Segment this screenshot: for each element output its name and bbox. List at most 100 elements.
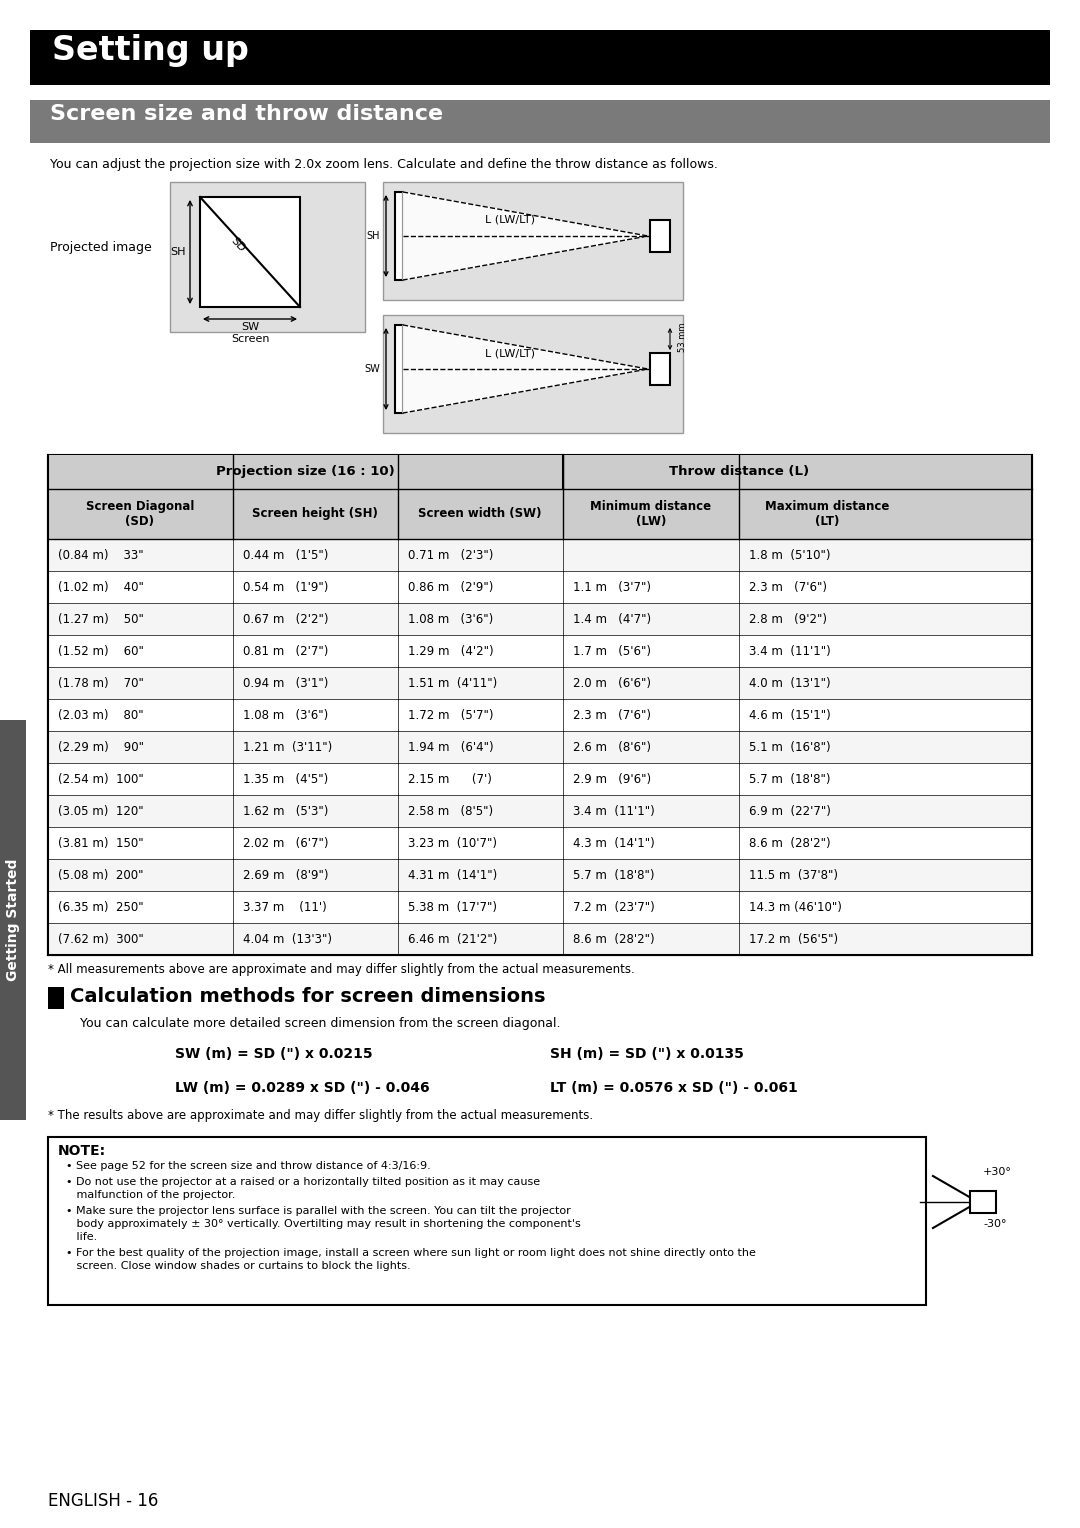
Text: 11.5 m  (37'8"): 11.5 m (37'8") xyxy=(750,868,838,882)
Bar xyxy=(48,604,1032,636)
Text: 1.21 m  (3'11"): 1.21 m (3'11") xyxy=(243,741,333,753)
Bar xyxy=(48,891,1032,923)
Text: screen. Close window shades or curtains to block the lights.: screen. Close window shades or curtains … xyxy=(66,1261,410,1271)
Text: 1.4 m   (4'7"): 1.4 m (4'7") xyxy=(573,613,651,625)
Bar xyxy=(48,1137,926,1305)
Bar xyxy=(650,353,670,385)
Text: body approximately ± 30° vertically. Overtilting may result in shortening the co: body approximately ± 30° vertically. Ove… xyxy=(66,1219,581,1229)
Bar xyxy=(383,182,683,299)
Text: 1.08 m   (3'6"): 1.08 m (3'6") xyxy=(408,613,494,625)
Text: 0.54 m   (1'9"): 0.54 m (1'9") xyxy=(243,581,328,593)
Text: (1.27 m)    50": (1.27 m) 50" xyxy=(58,613,144,625)
Text: • Make sure the projector lens surface is parallel with the screen. You can tilt: • Make sure the projector lens surface i… xyxy=(66,1206,570,1216)
Text: (2.54 m)  100": (2.54 m) 100" xyxy=(58,773,144,785)
Bar xyxy=(170,182,365,332)
Bar xyxy=(200,197,300,307)
Text: Setting up: Setting up xyxy=(52,34,248,67)
Text: Getting Started: Getting Started xyxy=(6,859,21,981)
Text: 4.6 m  (15'1"): 4.6 m (15'1") xyxy=(750,709,831,721)
Text: SW: SW xyxy=(241,322,259,332)
Text: 53 mm: 53 mm xyxy=(678,322,687,351)
Text: 0.67 m   (2'2"): 0.67 m (2'2") xyxy=(243,613,328,625)
Text: 0.71 m   (2'3"): 0.71 m (2'3") xyxy=(408,549,494,561)
Text: (6.35 m)  250": (6.35 m) 250" xyxy=(58,900,144,914)
Text: 1.7 m   (5'6"): 1.7 m (5'6") xyxy=(573,645,651,657)
Text: 0.81 m   (2'7"): 0.81 m (2'7") xyxy=(243,645,328,657)
Text: Screen width (SW): Screen width (SW) xyxy=(418,507,542,521)
Text: 1.8 m  (5'10"): 1.8 m (5'10") xyxy=(750,549,831,561)
Bar xyxy=(48,987,64,1008)
Text: • Do not use the projector at a raised or a horizontally tilted position as it m: • Do not use the projector at a raised o… xyxy=(66,1177,540,1187)
Text: 4.0 m  (13'1"): 4.0 m (13'1") xyxy=(750,677,831,689)
Polygon shape xyxy=(403,325,648,413)
Text: Throw distance (L): Throw distance (L) xyxy=(669,466,809,478)
Text: 2.9 m   (9'6"): 2.9 m (9'6") xyxy=(573,773,651,785)
Text: ENGLISH - 16: ENGLISH - 16 xyxy=(48,1491,159,1510)
Bar xyxy=(48,539,1032,571)
Text: 5.7 m  (18'8"): 5.7 m (18'8") xyxy=(750,773,831,785)
Text: 5.7 m  (18'8"): 5.7 m (18'8") xyxy=(573,868,654,882)
Bar xyxy=(48,571,1032,604)
Text: (2.03 m)    80": (2.03 m) 80" xyxy=(58,709,144,721)
Text: (7.62 m)  300": (7.62 m) 300" xyxy=(58,932,144,946)
Bar xyxy=(0,720,26,1120)
Bar xyxy=(48,668,1032,698)
Text: (2.29 m)    90": (2.29 m) 90" xyxy=(58,741,144,753)
Text: 2.69 m   (8'9"): 2.69 m (8'9") xyxy=(243,868,328,882)
Text: NOTE:: NOTE: xyxy=(58,1144,106,1158)
Text: 0.94 m   (3'1"): 0.94 m (3'1") xyxy=(243,677,328,689)
Bar xyxy=(48,859,1032,891)
Text: 14.3 m (46'10"): 14.3 m (46'10") xyxy=(750,900,842,914)
Bar xyxy=(48,730,1032,762)
Polygon shape xyxy=(403,193,648,280)
Text: 5.1 m  (16'8"): 5.1 m (16'8") xyxy=(750,741,831,753)
Text: SH: SH xyxy=(171,248,186,257)
Text: 17.2 m  (56'5"): 17.2 m (56'5") xyxy=(750,932,838,946)
Text: Calculation methods for screen dimensions: Calculation methods for screen dimension… xyxy=(70,987,545,1005)
Text: life.: life. xyxy=(66,1232,97,1242)
Text: Projected image: Projected image xyxy=(50,241,152,255)
Text: You can adjust the projection size with 2.0x zoom lens. Calculate and define the: You can adjust the projection size with … xyxy=(50,157,718,171)
Bar xyxy=(383,315,683,432)
Text: 1.35 m   (4'5"): 1.35 m (4'5") xyxy=(243,773,328,785)
Text: 2.8 m   (9'2"): 2.8 m (9'2") xyxy=(750,613,827,625)
Text: (5.08 m)  200": (5.08 m) 200" xyxy=(58,868,144,882)
Text: 1.62 m   (5'3"): 1.62 m (5'3") xyxy=(243,805,328,817)
Bar xyxy=(48,795,1032,827)
Text: 2.3 m   (7'6"): 2.3 m (7'6") xyxy=(573,709,651,721)
Text: 3.4 m  (11'1"): 3.4 m (11'1") xyxy=(573,805,654,817)
Bar xyxy=(650,220,670,252)
Text: 2.0 m   (6'6"): 2.0 m (6'6") xyxy=(573,677,651,689)
Text: 1.51 m  (4'11"): 1.51 m (4'11") xyxy=(408,677,497,689)
Text: 5.38 m  (17'7"): 5.38 m (17'7") xyxy=(408,900,497,914)
Text: Maximum distance
(LT): Maximum distance (LT) xyxy=(765,500,889,529)
Bar xyxy=(395,193,403,280)
Text: +30°: +30° xyxy=(983,1167,1012,1177)
Text: (1.02 m)    40": (1.02 m) 40" xyxy=(58,581,144,593)
Text: 4.3 m  (14'1"): 4.3 m (14'1") xyxy=(573,836,654,850)
Bar xyxy=(48,698,1032,730)
Bar xyxy=(48,827,1032,859)
Bar xyxy=(395,325,403,413)
Text: 2.3 m   (7'6"): 2.3 m (7'6") xyxy=(750,581,827,593)
Text: (3.81 m)  150": (3.81 m) 150" xyxy=(58,836,144,850)
Text: * The results above are approximate and may differ slightly from the actual meas: * The results above are approximate and … xyxy=(48,1109,593,1122)
Bar xyxy=(48,923,1032,955)
Text: 6.9 m  (22'7"): 6.9 m (22'7") xyxy=(750,805,831,817)
Text: 2.15 m      (7'): 2.15 m (7') xyxy=(408,773,491,785)
Text: 0.44 m   (1'5"): 0.44 m (1'5") xyxy=(243,549,328,561)
Text: (3.05 m)  120": (3.05 m) 120" xyxy=(58,805,144,817)
Text: Screen Diagonal
(SD): Screen Diagonal (SD) xyxy=(85,500,194,529)
Text: 1.72 m   (5'7"): 1.72 m (5'7") xyxy=(408,709,494,721)
Text: 1.1 m   (3'7"): 1.1 m (3'7") xyxy=(573,581,651,593)
Text: Screen: Screen xyxy=(231,335,269,344)
Text: -30°: -30° xyxy=(983,1219,1007,1229)
Text: SH: SH xyxy=(366,231,380,241)
Bar xyxy=(48,636,1032,668)
Bar xyxy=(48,762,1032,795)
Bar xyxy=(48,455,1032,955)
Text: 2.02 m   (6'7"): 2.02 m (6'7") xyxy=(243,836,328,850)
Text: LT (m) = 0.0576 x SD (") - 0.061: LT (m) = 0.0576 x SD (") - 0.061 xyxy=(550,1080,798,1096)
Text: • See page 52 for the screen size and throw distance of 4:3/16:9.: • See page 52 for the screen size and th… xyxy=(66,1161,431,1170)
Bar xyxy=(970,1190,996,1213)
